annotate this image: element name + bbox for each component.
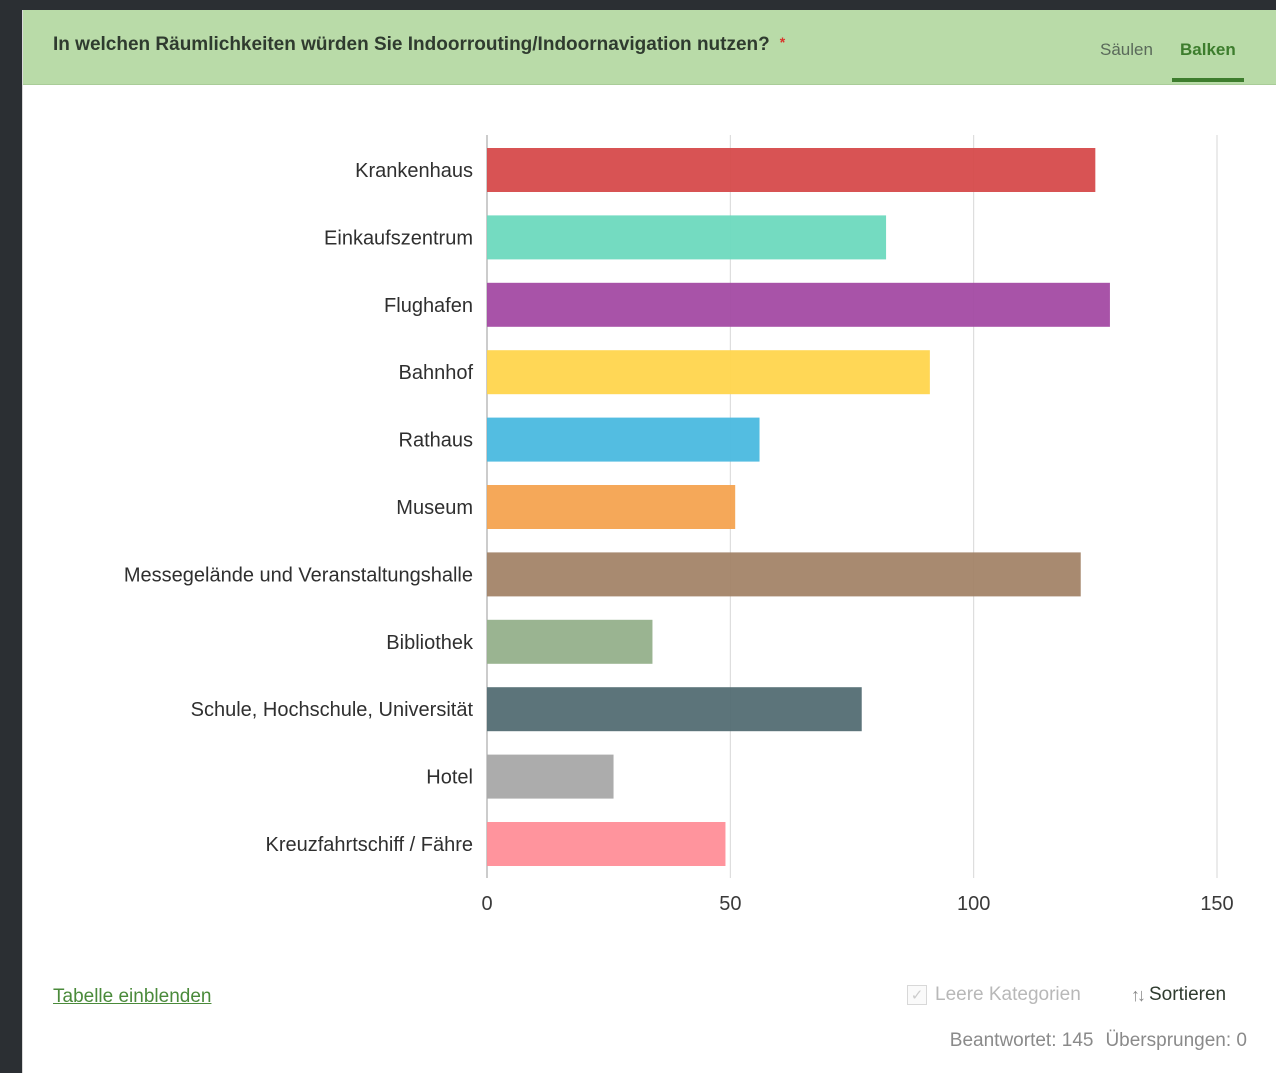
category-label: Schule, Hochschule, Universität — [191, 699, 474, 721]
bar — [487, 417, 760, 462]
empty-categories-label: Leere Kategorien — [935, 984, 1081, 1005]
category-label: Hotel — [426, 767, 473, 789]
show-table-link[interactable]: Tabelle einblenden — [53, 986, 212, 1007]
tab-bars[interactable]: Balken — [1180, 40, 1236, 59]
required-marker: * — [779, 34, 786, 50]
tab-columns[interactable]: Säulen — [1100, 40, 1153, 59]
bar — [487, 215, 887, 260]
category-label: Flughafen — [384, 295, 473, 317]
bar — [487, 485, 736, 529]
empty-categories-checkbox[interactable]: ✓ — [907, 985, 927, 1005]
bar-chart: 0 50 100 150 Krankenhaus Einkaufszentrum Flugh… — [124, 135, 1234, 915]
x-tick-label: 100 — [957, 893, 990, 915]
bar — [487, 552, 1081, 597]
sort-label: Sortieren — [1149, 984, 1227, 1005]
category-label: Bibliothek — [386, 632, 474, 654]
question-text: In welchen Räumlichkeiten würden Sie Ind… — [53, 34, 770, 55]
category-label: Bahnhof — [398, 362, 473, 384]
empty-categories-toggle[interactable]: ✓ Leere Kategorien — [907, 984, 1081, 1006]
x-tick-label: 0 — [481, 893, 492, 915]
category-label: Krankenhaus — [355, 160, 473, 182]
sort-button[interactable]: ↑↓ Sortieren — [1131, 984, 1226, 1006]
category-label: Kreuzfahrtschiff / Fähre — [266, 834, 474, 856]
category-label: Einkaufszentrum — [324, 227, 473, 249]
question-header: In welchen Räumlichkeiten würden Sie Ind… — [23, 10, 1276, 85]
category-label: Messegelände und Veranstaltungshalle — [124, 564, 473, 586]
response-stats: Beantwortet: 145 Übersprungen: 0 — [950, 1030, 1247, 1052]
x-tick-label: 150 — [1200, 893, 1233, 915]
category-label: Rathaus — [399, 430, 474, 452]
bar — [487, 754, 614, 799]
bar — [487, 619, 653, 664]
bar — [487, 148, 1096, 192]
category-label: Museum — [396, 497, 473, 519]
question-title: In welchen Räumlichkeiten würden Sie Ind… — [53, 34, 785, 56]
active-tab-indicator — [1172, 78, 1244, 82]
bar — [487, 350, 930, 395]
answered-count: Beantwortet: 145 — [949, 1030, 1094, 1051]
survey-chart-card: In welchen Räumlichkeiten würden Sie Ind… — [22, 10, 1276, 1073]
sort-icon: ↑↓ — [1131, 984, 1146, 1005]
bar — [487, 822, 726, 866]
bar — [487, 282, 1110, 327]
bar — [487, 687, 862, 732]
skipped-count: Übersprungen: 0 — [1105, 1030, 1247, 1051]
x-tick-label: 50 — [719, 893, 741, 915]
